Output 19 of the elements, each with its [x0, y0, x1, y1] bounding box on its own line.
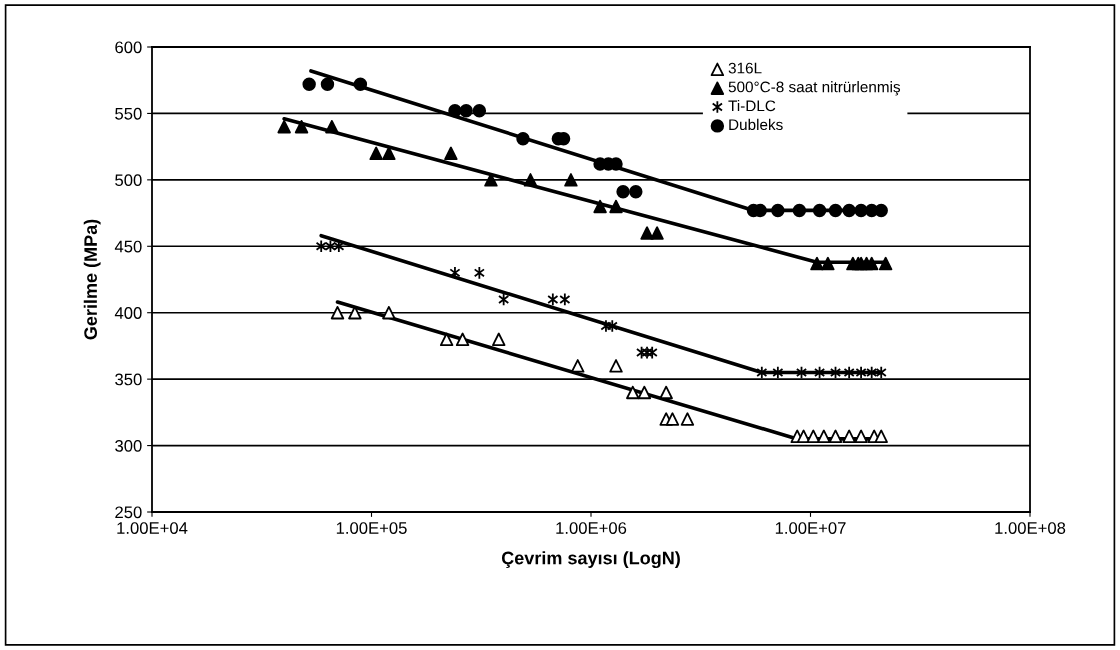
- y-tick-label: 450: [114, 240, 142, 253]
- y-tick-label: 350: [115, 373, 142, 386]
- legend-label: Dubleks: [729, 118, 783, 131]
- legend-label: 316L: [728, 62, 762, 74]
- y-tick-label: 250: [115, 506, 142, 519]
- x-tick-label: 1.00E+08: [995, 522, 1066, 534]
- y-axis-title: Gerilme (MPa): [83, 219, 101, 340]
- x-tick-label: 1.00E+05: [336, 522, 407, 534]
- y-tick-label: 300: [115, 439, 142, 452]
- x-tick-label: 1.00E+07: [775, 522, 846, 534]
- x-tick-label: 1.00E+04: [117, 522, 188, 534]
- legend-label: Ti-DLC: [728, 99, 776, 112]
- y-tick-label: 600: [115, 41, 142, 54]
- y-tick-label: 400: [114, 307, 142, 319]
- x-axis-title: Çevrim sayısı (LogN): [501, 551, 680, 569]
- x-tick-label: 1.00E+06: [556, 522, 627, 534]
- y-tick-label: 550: [115, 107, 142, 120]
- legend-label: 500°C-8 saat nitrürlenmiş: [728, 81, 901, 96]
- y-tick-label: 500: [115, 174, 142, 187]
